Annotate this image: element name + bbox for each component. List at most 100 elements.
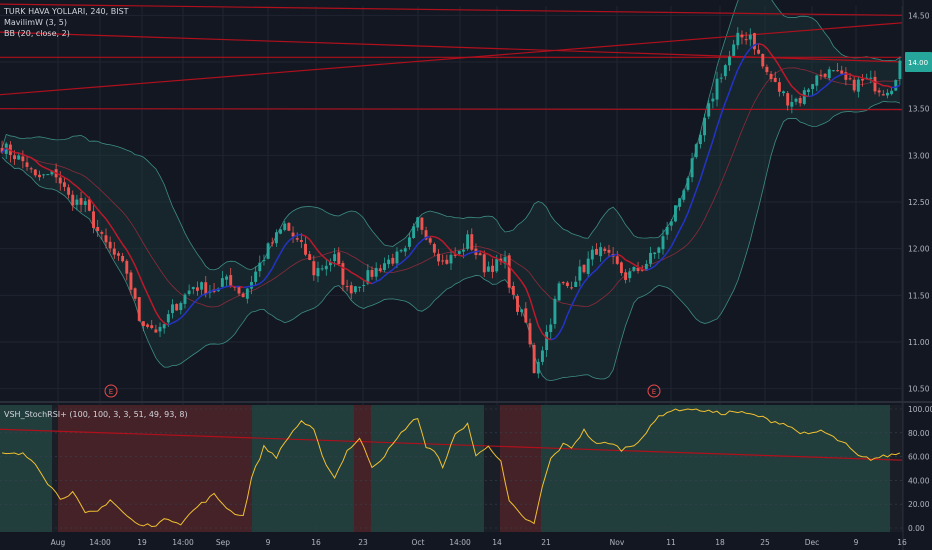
mavilim-segment xyxy=(492,256,497,259)
candle xyxy=(38,170,41,181)
price-axis[interactable]: 14.50 14.00 13.50 13.00 12.50 12.00 11.50 11.00… xyxy=(905,11,932,533)
mavilim-segment xyxy=(642,268,647,271)
mavilim-segment xyxy=(126,249,132,258)
candle-body xyxy=(590,249,594,260)
candle xyxy=(29,166,33,173)
candle-body xyxy=(79,198,83,205)
candle-body xyxy=(104,235,108,243)
candle-body xyxy=(308,254,312,260)
candle xyxy=(856,76,860,98)
candle-body xyxy=(21,156,25,162)
time-tick-label: 14:00 xyxy=(449,538,471,547)
mavilim-segment xyxy=(168,322,173,326)
candle-body xyxy=(353,286,357,293)
candle xyxy=(274,229,278,247)
mavilim-segment xyxy=(795,89,801,95)
candle xyxy=(283,221,287,232)
candle-body xyxy=(761,53,765,67)
mavilim-segment xyxy=(122,243,128,251)
symbol-title[interactable]: TURK HAVA YOLLARI, 240, BIST xyxy=(4,7,129,16)
candle xyxy=(150,320,154,330)
mavilim-segment xyxy=(450,250,456,255)
mavilim-segment xyxy=(703,152,710,167)
mavilim-segment xyxy=(301,233,306,237)
mavilim-segment xyxy=(26,155,32,159)
mavilim-segment xyxy=(359,276,365,281)
candle-body xyxy=(532,345,536,374)
candle xyxy=(200,281,204,297)
candle-body xyxy=(150,325,154,329)
candle-body xyxy=(358,286,362,288)
price-tick-label: 12.00 xyxy=(908,245,930,254)
mavilim-segment xyxy=(650,265,656,270)
mavilim-segment xyxy=(629,261,635,266)
time-tick-label: 16 xyxy=(311,538,321,547)
candle-body xyxy=(154,329,158,333)
candle-body xyxy=(0,147,4,153)
candle-body xyxy=(740,34,744,38)
time-tick-label: 19 xyxy=(137,538,147,547)
candle-body xyxy=(83,201,87,205)
candle xyxy=(137,297,141,322)
candle-body xyxy=(42,174,46,176)
mavilim-segment xyxy=(192,298,198,305)
mavilim-segment xyxy=(47,168,53,172)
stoch-zone xyxy=(484,405,500,532)
candle-body xyxy=(881,94,885,96)
candle-body xyxy=(349,285,353,294)
candle-body xyxy=(690,158,694,178)
candle xyxy=(844,67,848,86)
candle xyxy=(266,242,270,260)
bb-legend[interactable]: BB (20, close, 2) xyxy=(4,29,70,38)
candle-body xyxy=(67,187,71,195)
candle xyxy=(183,292,187,309)
candle xyxy=(516,294,519,316)
candle-body xyxy=(171,304,174,314)
candle-body xyxy=(295,238,299,240)
candle-body xyxy=(445,259,449,264)
candle xyxy=(46,174,50,176)
time-tick-label: Nov xyxy=(610,538,625,547)
last-price-badge: 14.00 xyxy=(905,52,932,72)
mavilim-segment xyxy=(146,293,153,304)
candle-body xyxy=(831,70,835,72)
mavilim-segment xyxy=(666,246,672,254)
mavilim-segment xyxy=(80,189,86,195)
time-axis[interactable]: Aug 14:00 19 14:00 Sep 9 16 23 Oct 14:00 14 21 Nov 11… xyxy=(51,538,907,547)
candle-body xyxy=(844,72,848,80)
candle xyxy=(457,250,461,255)
candle-body xyxy=(898,60,902,80)
mavilim-segment xyxy=(259,279,265,285)
candle xyxy=(540,346,544,366)
mavilim-legend[interactable]: MavilimW (3, 5) xyxy=(4,18,67,27)
candle-body xyxy=(561,282,565,284)
candle-body xyxy=(279,229,283,234)
candle xyxy=(590,245,594,266)
time-tick-label: 14 xyxy=(492,538,502,547)
mavilim-segment xyxy=(317,250,323,257)
candle-body xyxy=(827,69,831,79)
candle-body xyxy=(175,304,179,311)
mavilim-segment xyxy=(479,250,485,254)
candle xyxy=(191,286,195,295)
time-tick-label: 9 xyxy=(854,538,859,547)
candle xyxy=(649,246,652,267)
time-tick-label: Dec xyxy=(805,538,820,547)
candle xyxy=(254,266,258,285)
mavilim-segment xyxy=(88,197,95,205)
time-tick-label: 9 xyxy=(266,538,271,547)
candle-body xyxy=(503,257,507,264)
candle xyxy=(187,284,191,296)
candle-body xyxy=(661,236,665,250)
candle xyxy=(349,281,353,300)
candle-body xyxy=(320,268,324,270)
candle xyxy=(233,286,237,291)
candle-body xyxy=(341,263,345,285)
candle xyxy=(337,247,341,267)
stoch-legend[interactable]: VSH_StochRSI+ (100, 100, 3, 3, 51, 49, 9… xyxy=(4,410,188,419)
mavilim-segment xyxy=(841,73,846,76)
mavilim-segment xyxy=(778,65,785,74)
candle-body xyxy=(245,288,249,299)
